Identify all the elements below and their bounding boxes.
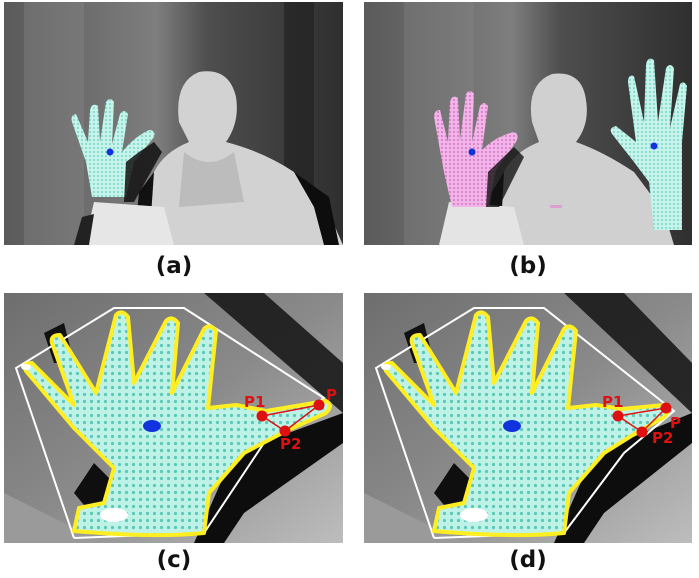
caption-b: (b) [509,253,547,279]
palm-center-c [143,420,161,432]
depth-image-a [4,2,343,245]
defect-points-c [256,399,325,437]
hand-contour-image-d: P1 P P2 [364,293,692,543]
defect-points-d [612,402,672,438]
hand-contour-c [21,310,332,538]
caption-d: (d) [509,547,547,573]
segmented-hand-left-b [434,91,524,207]
label-p-c: P [326,386,337,404]
label-p2-d: P2 [652,429,673,447]
segmented-hand-a [71,99,162,202]
caption-a: (a) [155,253,193,279]
caption-c: (c) [156,547,192,573]
segmented-hand-right-b [610,58,687,230]
label-p1-d: P1 [602,393,623,411]
palm-center-right-b [650,142,658,150]
palm-center-a [106,148,114,156]
panel-b [364,2,692,245]
label-p2-c: P2 [280,435,301,453]
panel-d: P1 P P2 [364,293,692,543]
panel-a [4,2,343,245]
palm-center-left-b [468,148,476,156]
convex-hull-c [14,307,326,539]
label-p-d: P [670,414,681,432]
hand-contour-image-c: P1 P P2 [4,293,343,543]
convex-hull-d [374,307,676,539]
depth-image-b [364,2,692,245]
palm-center-d [503,420,521,432]
label-p1-c: P1 [244,393,265,411]
hand-contour-d [381,310,670,538]
panel-c: P1 P P2 [4,293,343,543]
